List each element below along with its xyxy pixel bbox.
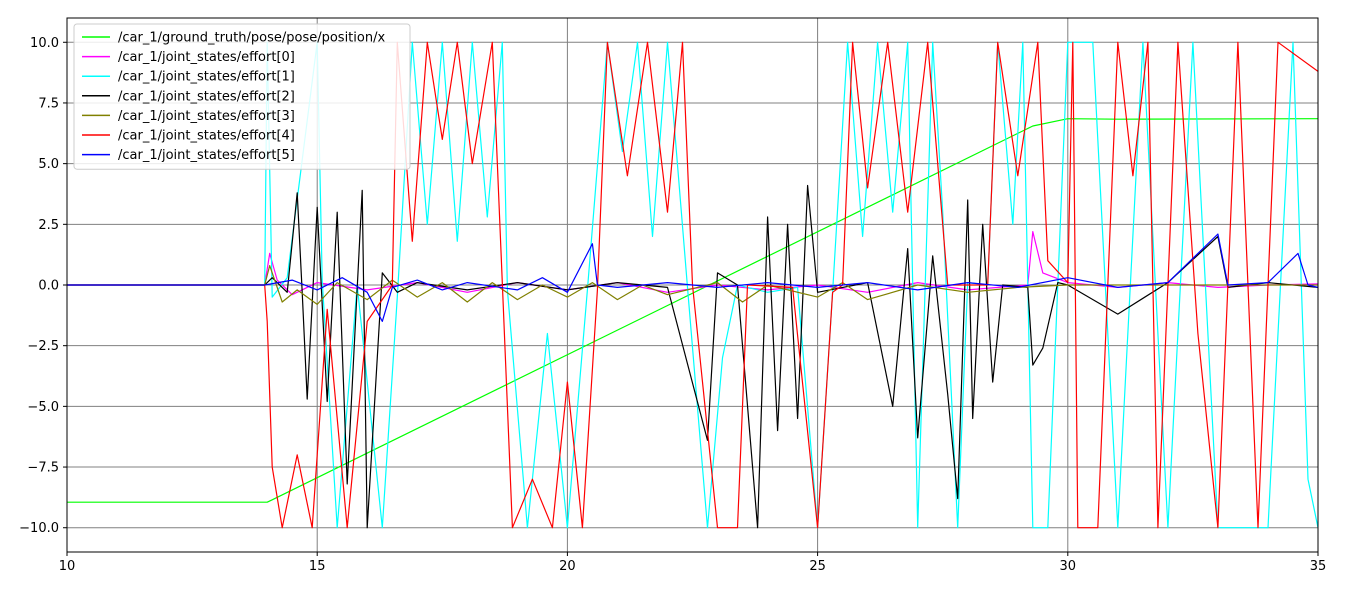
x-tick-label: 20 <box>559 559 576 574</box>
y-tick-label: −2.5 <box>27 339 59 354</box>
y-tick-label: 0.0 <box>38 279 59 294</box>
y-tick-label: −10.0 <box>19 521 59 536</box>
series-line-3 <box>67 184 1318 529</box>
series-line-4 <box>67 265 1318 305</box>
series-line-6 <box>67 233 1318 322</box>
legend: /car_1/ground_truth/pose/pose/position/x… <box>73 23 411 170</box>
x-tick-label: 35 <box>1310 559 1327 574</box>
x-tick-label: 10 <box>59 559 76 574</box>
y-tick-label: 10.0 <box>30 36 59 51</box>
legend-box <box>73 23 411 170</box>
y-tick-label: 2.5 <box>38 218 59 233</box>
y-axis: −10.0 −7.5 −5.0 −2.5 0.0 2.5 5.0 7.5 10.0 <box>19 36 67 536</box>
x-axis: 10 15 20 25 30 35 <box>59 552 1327 574</box>
legend-label: /car_1/joint_states/effort[2] <box>118 89 295 104</box>
legend-label: /car_1/joint_states/effort[3] <box>118 109 295 124</box>
legend-label: /car_1/joint_states/effort[5] <box>118 148 295 163</box>
y-tick-label: 5.0 <box>38 157 59 172</box>
y-tick-label: 7.5 <box>38 96 59 111</box>
x-tick-label: 15 <box>309 559 326 574</box>
x-tick-label: 25 <box>809 559 826 574</box>
legend-label: /car_1/joint_states/effort[1] <box>118 70 295 85</box>
y-tick-label: −5.0 <box>27 400 59 415</box>
series-line-0 <box>67 118 1318 503</box>
legend-label: /car_1/joint_states/effort[0] <box>118 50 295 65</box>
x-tick-label: 30 <box>1060 559 1077 574</box>
y-tick-label: −7.5 <box>27 461 59 476</box>
legend-label: /car_1/ground_truth/pose/pose/position/x <box>118 31 385 46</box>
legend-label: /car_1/joint_states/effort[4] <box>118 129 295 144</box>
